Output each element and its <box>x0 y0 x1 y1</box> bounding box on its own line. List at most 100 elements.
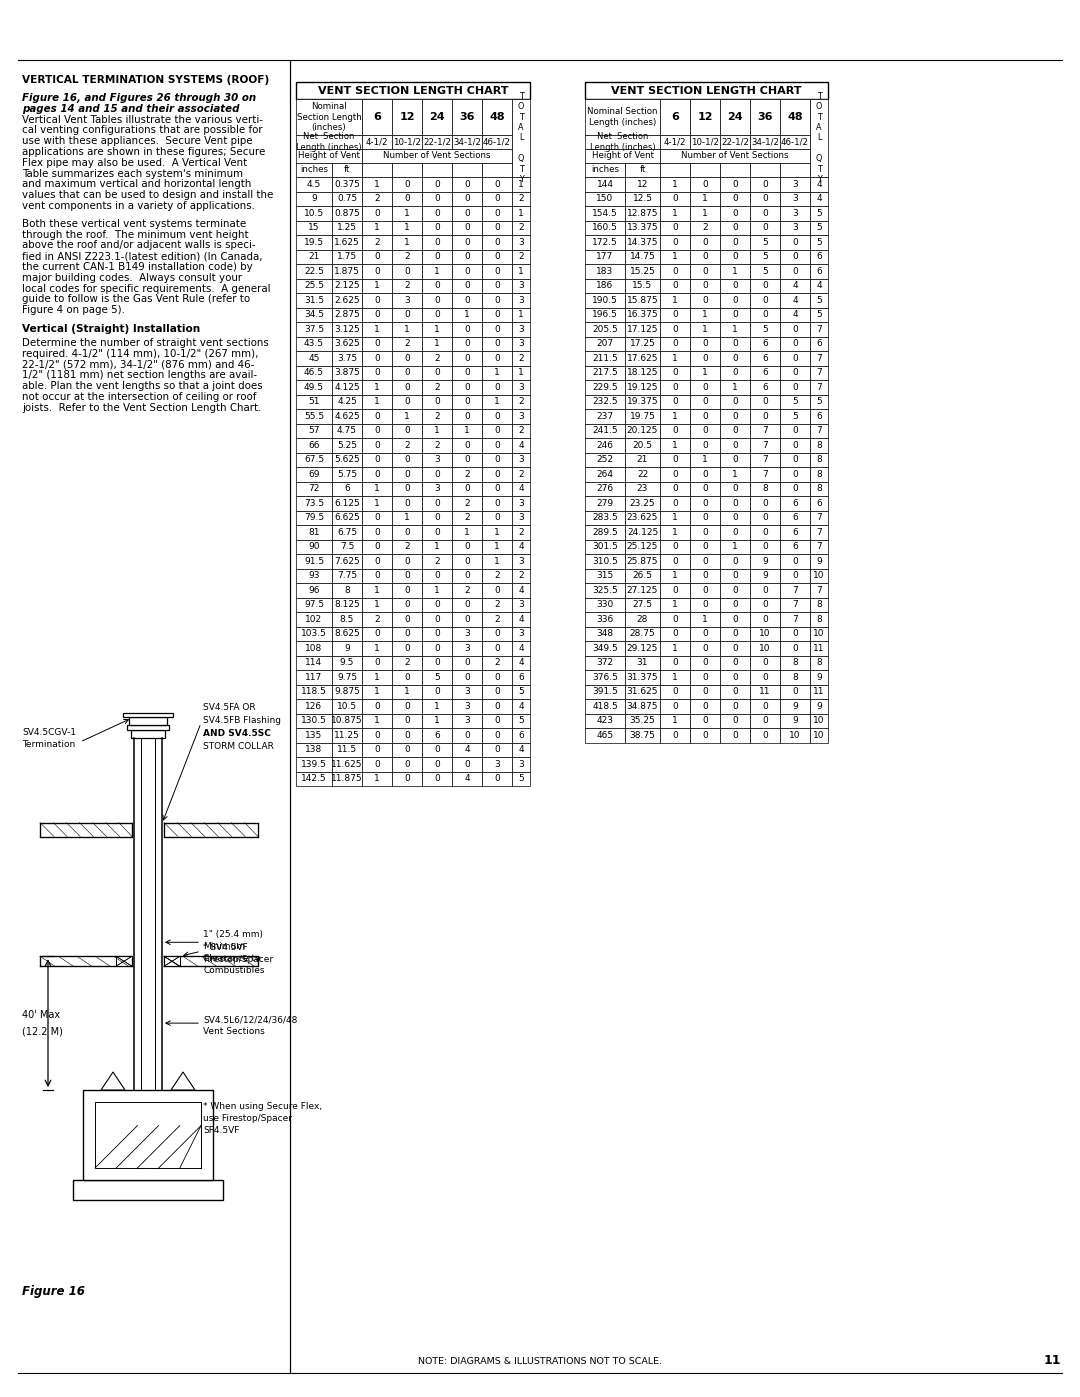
Bar <box>482 307 512 321</box>
Text: 0: 0 <box>495 717 500 725</box>
Text: 3: 3 <box>464 717 470 725</box>
Text: 1: 1 <box>732 383 738 391</box>
Text: 35.25: 35.25 <box>630 717 656 725</box>
Bar <box>690 99 720 136</box>
Text: 46-1/2: 46-1/2 <box>483 137 511 147</box>
Bar <box>625 307 660 321</box>
Bar <box>625 366 660 380</box>
Text: 0: 0 <box>374 745 380 754</box>
Text: 103.5: 103.5 <box>301 629 327 638</box>
Bar <box>750 177 780 191</box>
Bar <box>585 496 625 510</box>
Text: 72: 72 <box>308 485 320 493</box>
Text: 0: 0 <box>672 629 678 638</box>
Bar <box>512 293 530 307</box>
Bar <box>296 569 332 583</box>
Text: 12.875: 12.875 <box>626 208 658 218</box>
Bar <box>585 409 625 423</box>
Bar <box>810 423 828 439</box>
Text: Combustibles: Combustibles <box>203 967 265 975</box>
Text: 315: 315 <box>596 571 613 580</box>
Bar <box>512 467 530 482</box>
Text: 0: 0 <box>762 601 768 609</box>
Text: 5.25: 5.25 <box>337 440 357 450</box>
Bar <box>362 99 392 136</box>
Text: 3: 3 <box>518 499 524 507</box>
Bar <box>296 742 332 757</box>
Text: 6.625: 6.625 <box>334 513 360 522</box>
Text: 196.5: 196.5 <box>592 310 618 320</box>
Bar <box>164 956 258 967</box>
Bar <box>810 671 828 685</box>
Bar <box>362 235 392 250</box>
Bar <box>585 655 625 671</box>
Text: 0: 0 <box>434 615 440 623</box>
Text: 0: 0 <box>434 208 440 218</box>
Bar <box>123 712 173 717</box>
Text: 10-1/2: 10-1/2 <box>393 137 421 147</box>
Bar <box>296 757 332 771</box>
Text: 3: 3 <box>518 513 524 522</box>
Text: 2: 2 <box>434 440 440 450</box>
Text: 0: 0 <box>792 237 798 247</box>
Bar <box>810 394 828 409</box>
Bar <box>392 439 422 453</box>
Text: 0: 0 <box>792 485 798 493</box>
Text: 24: 24 <box>429 112 445 122</box>
Bar <box>453 453 482 467</box>
Bar <box>780 99 810 136</box>
Bar <box>660 525 690 539</box>
Text: 0: 0 <box>732 194 738 203</box>
Text: 3: 3 <box>434 485 440 493</box>
Bar <box>810 583 828 598</box>
Bar <box>392 423 422 439</box>
Text: 0: 0 <box>702 601 707 609</box>
Text: 0: 0 <box>672 542 678 552</box>
Text: 25.125: 25.125 <box>626 542 658 552</box>
Bar <box>750 394 780 409</box>
Text: 2: 2 <box>518 224 524 232</box>
Bar <box>810 626 828 641</box>
Bar <box>453 394 482 409</box>
Bar <box>362 351 392 366</box>
Text: 10-1/2: 10-1/2 <box>691 137 719 147</box>
Bar <box>296 380 332 394</box>
Bar <box>362 409 392 423</box>
Bar <box>625 482 660 496</box>
Text: 3: 3 <box>518 760 524 768</box>
Text: 2: 2 <box>518 426 524 436</box>
Bar <box>780 555 810 569</box>
Text: 73.5: 73.5 <box>303 499 324 507</box>
Bar <box>780 163 810 177</box>
Text: 0: 0 <box>732 296 738 305</box>
Bar <box>660 423 690 439</box>
Bar <box>810 612 828 626</box>
Bar <box>585 321 625 337</box>
Text: 0: 0 <box>434 281 440 291</box>
Text: 1: 1 <box>495 369 500 377</box>
Bar <box>362 583 392 598</box>
Bar <box>810 250 828 264</box>
Text: 0: 0 <box>434 629 440 638</box>
Bar <box>332 583 362 598</box>
Bar <box>750 698 780 714</box>
Bar <box>585 728 625 742</box>
Text: 1: 1 <box>732 542 738 552</box>
Text: 0: 0 <box>792 687 798 696</box>
Bar <box>422 555 453 569</box>
Bar <box>453 337 482 351</box>
Bar <box>690 685 720 698</box>
Text: 21: 21 <box>637 455 648 464</box>
Bar <box>660 482 690 496</box>
Bar <box>453 136 482 149</box>
Text: 0: 0 <box>374 426 380 436</box>
Text: 1: 1 <box>434 426 440 436</box>
Bar <box>422 539 453 555</box>
Text: 1/2" (1181 mm) net section lengths are avail-: 1/2" (1181 mm) net section lengths are a… <box>22 370 257 380</box>
Text: 1: 1 <box>702 615 707 623</box>
Text: 5: 5 <box>762 267 768 275</box>
Bar <box>780 235 810 250</box>
Text: Number of Vent Sections: Number of Vent Sections <box>681 151 788 161</box>
Bar <box>585 525 625 539</box>
Bar <box>332 394 362 409</box>
